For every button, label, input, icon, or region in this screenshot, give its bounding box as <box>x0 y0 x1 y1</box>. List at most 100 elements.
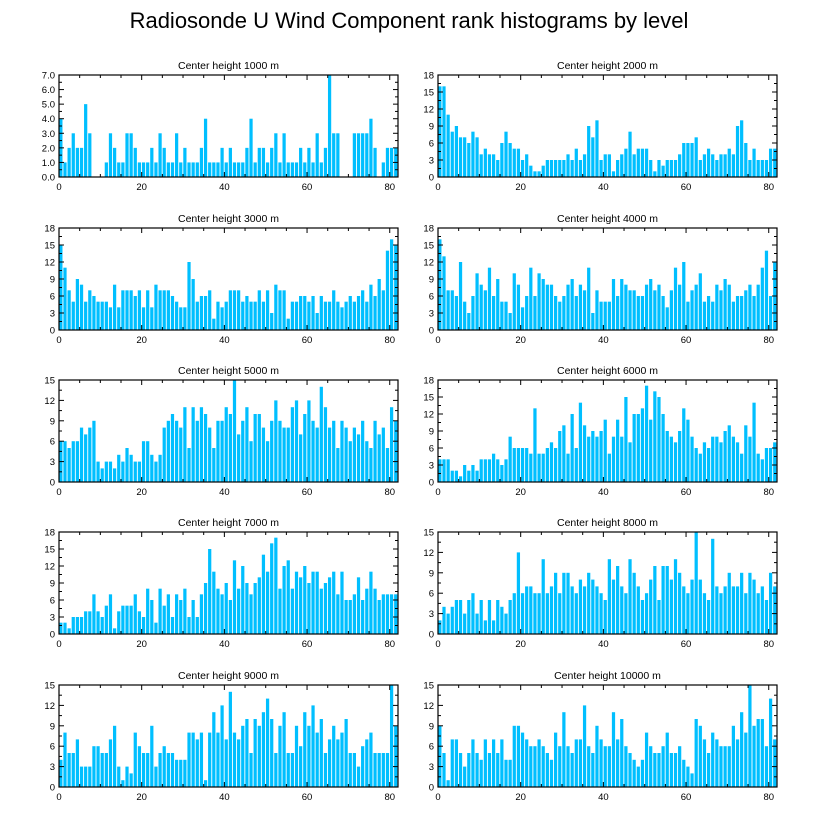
x-tick-label: 0 <box>435 639 440 650</box>
bar <box>121 290 125 330</box>
bar <box>578 402 583 482</box>
bar <box>694 448 698 482</box>
bar <box>282 566 286 634</box>
bar <box>394 594 398 634</box>
bar <box>129 454 133 482</box>
bar <box>274 537 278 634</box>
panel-9: Center height 9000 m 0 3 6 9 12 15 0 20 40 60 80 <box>44 670 399 803</box>
bar <box>636 586 640 634</box>
bar <box>578 579 583 634</box>
bar <box>245 296 249 330</box>
bar <box>332 571 336 634</box>
bar <box>628 559 632 634</box>
bar <box>245 719 249 787</box>
bar <box>381 162 385 177</box>
bar <box>112 468 117 482</box>
bar <box>649 160 653 177</box>
bar <box>104 753 108 787</box>
y-tick-label: 0 <box>429 173 434 184</box>
bar <box>220 307 224 330</box>
bar <box>253 162 257 177</box>
bar <box>545 284 549 330</box>
bar <box>286 753 290 787</box>
bar <box>67 448 71 482</box>
bar <box>533 171 537 177</box>
y-tick-label: 6 <box>50 742 55 753</box>
bar <box>369 448 373 482</box>
bar <box>669 753 673 787</box>
bar <box>344 719 348 787</box>
bar <box>286 560 290 634</box>
bar <box>257 290 261 330</box>
bar <box>365 588 369 634</box>
bar <box>690 143 694 177</box>
bar <box>270 543 274 634</box>
bar <box>158 454 162 482</box>
bar <box>323 147 328 177</box>
bar <box>624 148 628 177</box>
bar <box>373 588 377 634</box>
bar <box>731 301 735 330</box>
bar <box>773 586 777 634</box>
bar <box>748 160 752 177</box>
bar <box>752 725 756 787</box>
bar <box>698 725 702 787</box>
y-tick-label: 3 <box>50 457 55 468</box>
bar <box>311 296 315 330</box>
bar <box>491 739 496 787</box>
bar <box>373 753 377 787</box>
bar <box>336 594 340 634</box>
bar <box>195 420 199 482</box>
bar <box>491 453 496 482</box>
bar <box>208 427 212 482</box>
x-tick-label: 20 <box>136 182 147 193</box>
bar <box>63 441 67 482</box>
bar <box>711 154 715 177</box>
bar <box>558 301 562 330</box>
bar <box>108 739 113 787</box>
bar <box>467 753 471 787</box>
bar <box>512 273 516 330</box>
panel-title: Center height 3000 m <box>178 213 279 225</box>
bar <box>249 441 253 482</box>
bar <box>446 459 450 482</box>
bar <box>133 732 137 787</box>
bar <box>574 296 578 330</box>
bar <box>146 753 150 787</box>
bar <box>141 753 146 787</box>
bar <box>381 290 385 330</box>
bar <box>632 154 636 177</box>
bar <box>162 147 166 177</box>
bar <box>496 753 500 787</box>
bar <box>636 148 640 177</box>
bar <box>578 160 583 177</box>
bar <box>67 753 71 787</box>
bar <box>245 147 249 177</box>
y-tick-label: 9 <box>50 416 55 427</box>
bar <box>79 766 84 787</box>
bar <box>179 162 183 177</box>
bar <box>187 732 191 787</box>
bar <box>315 427 319 482</box>
bar <box>702 301 707 330</box>
bar <box>467 470 471 482</box>
bar <box>520 307 525 330</box>
bar <box>199 407 204 482</box>
x-tick-label: 80 <box>763 487 774 498</box>
bar <box>744 425 748 482</box>
y-tick-label: 7.0 <box>42 71 55 82</box>
y-tick-label: 4.0 <box>42 114 55 125</box>
bar <box>525 296 529 330</box>
bar <box>595 120 599 177</box>
bar <box>566 453 570 482</box>
bar <box>723 279 727 330</box>
bar <box>611 712 616 787</box>
bar <box>574 739 578 787</box>
bar <box>352 594 356 634</box>
bar <box>377 434 381 482</box>
bar <box>508 759 512 787</box>
bar <box>356 296 361 330</box>
bar <box>385 594 390 634</box>
bar <box>315 313 319 330</box>
bar <box>137 746 142 787</box>
